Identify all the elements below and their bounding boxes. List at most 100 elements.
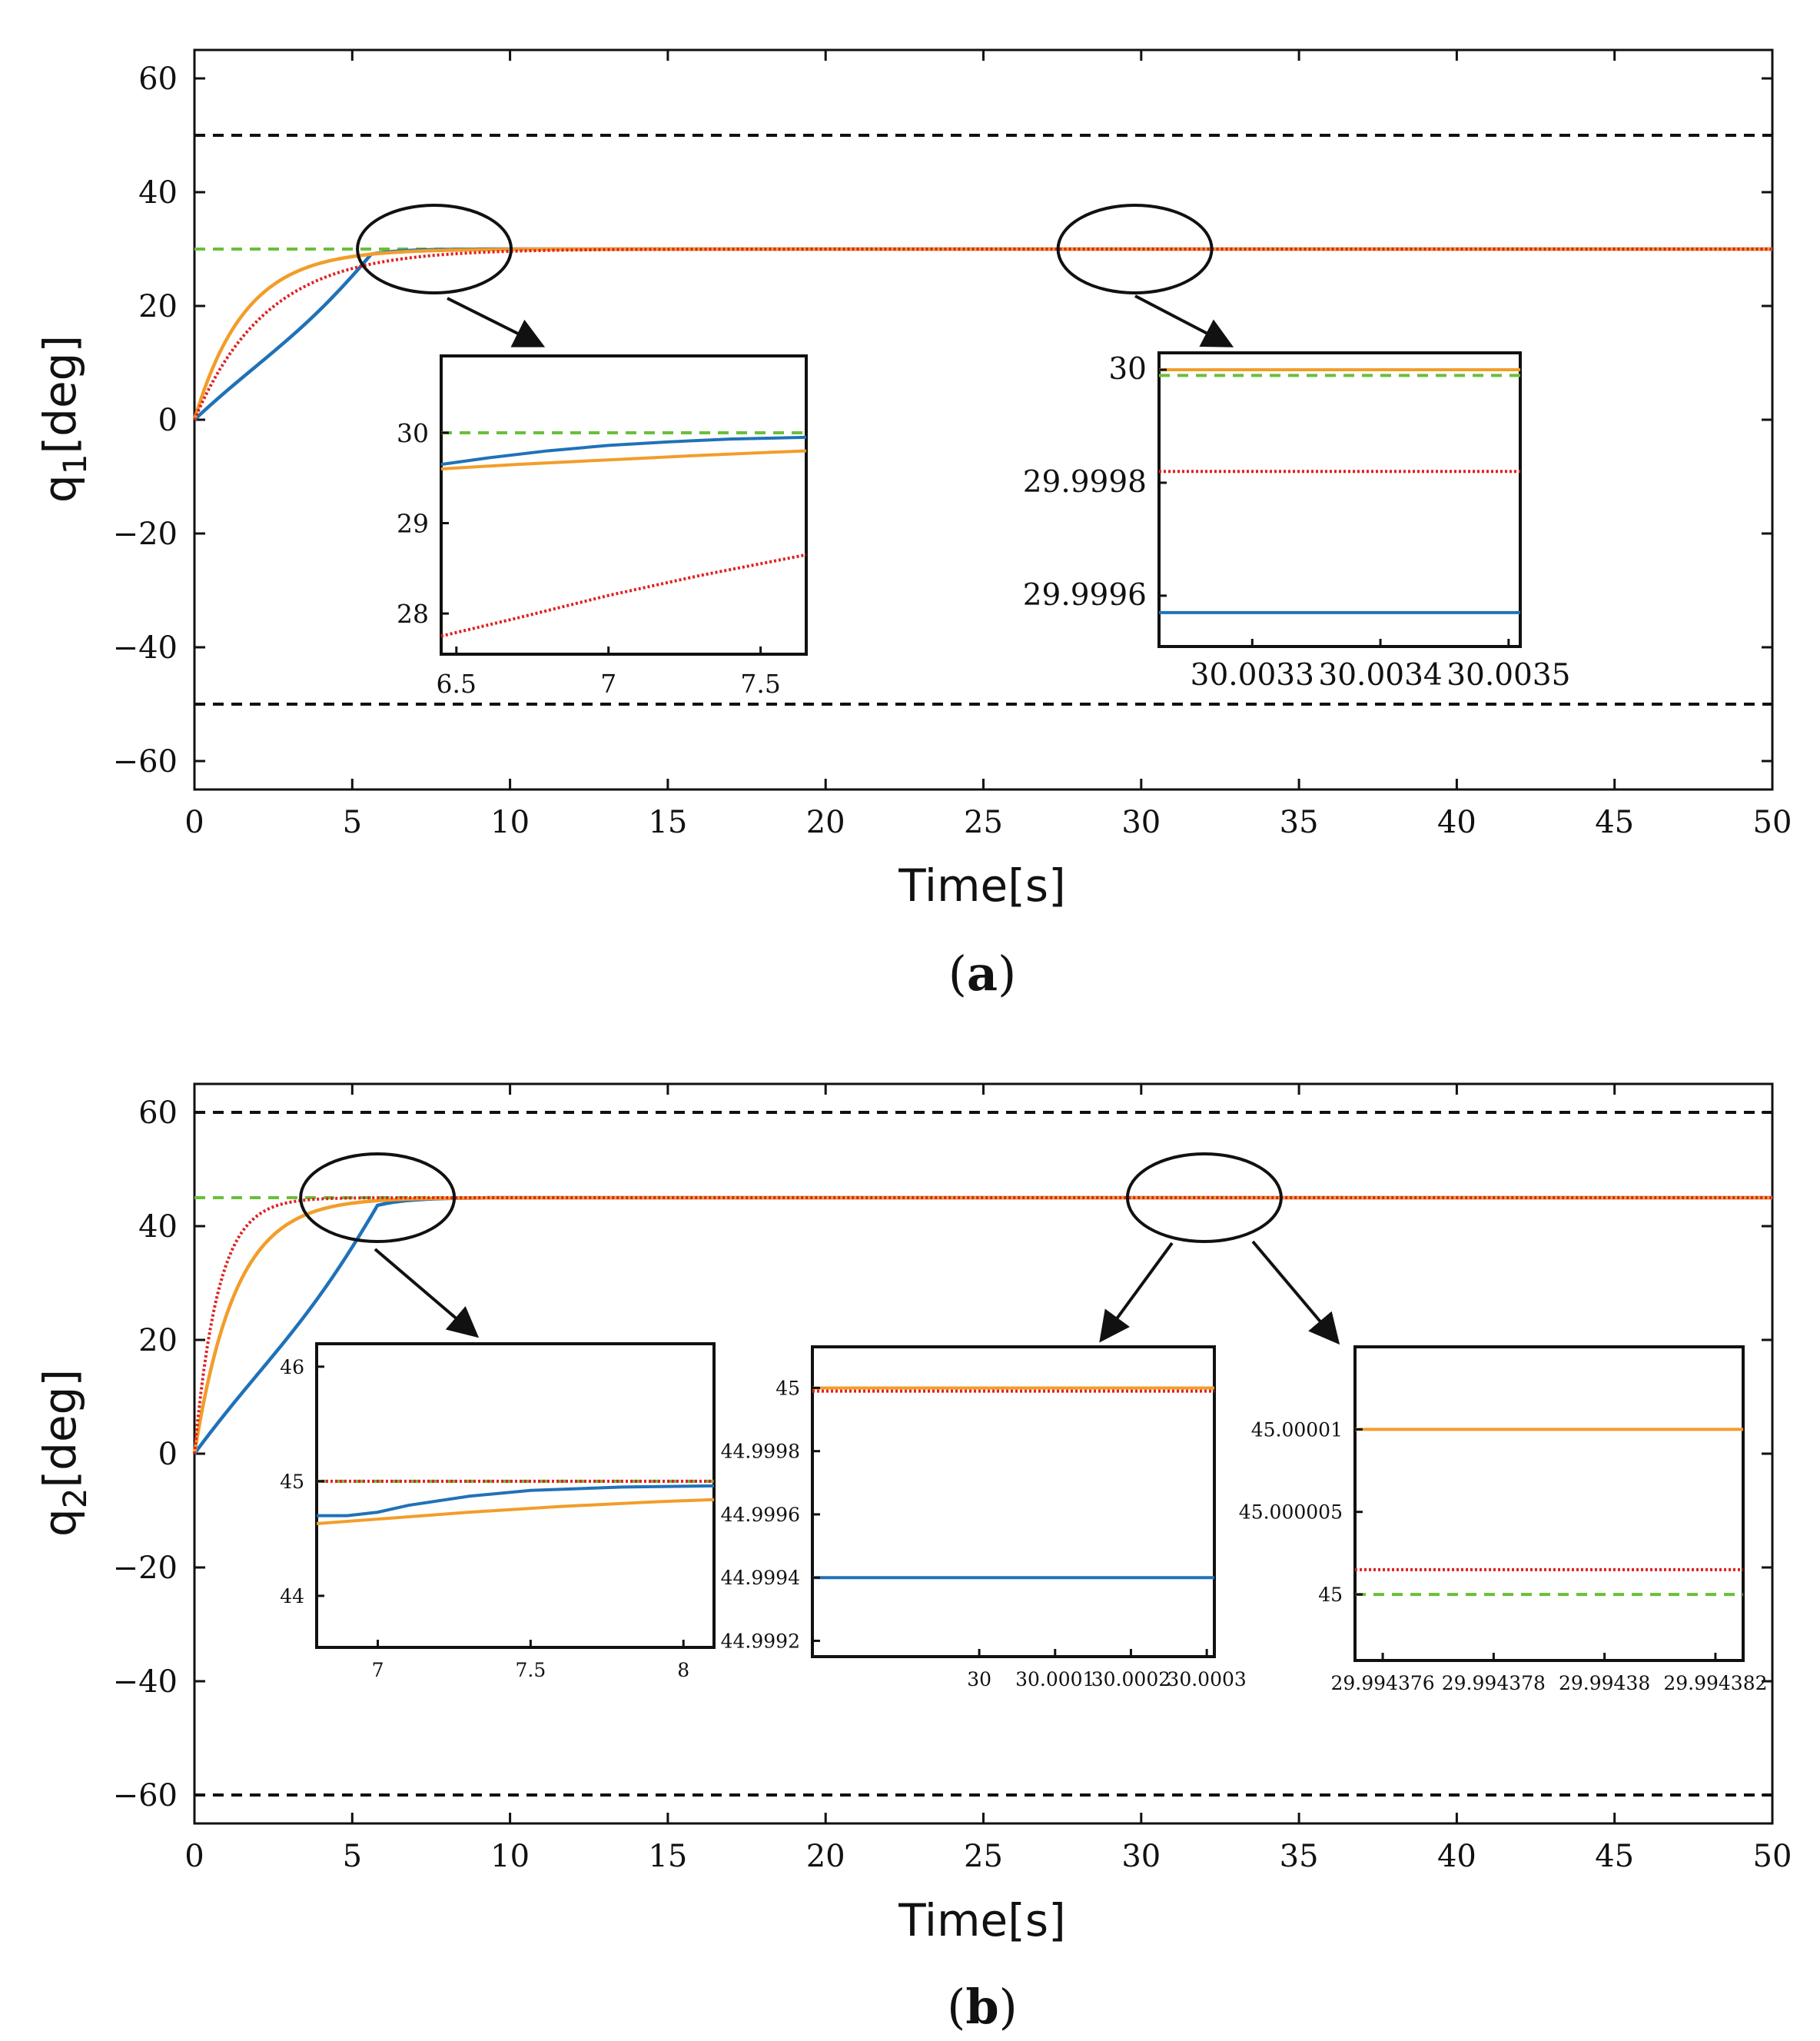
inset-x-tick-label: 7	[372, 1659, 384, 1681]
x-tick-label: 0	[184, 1839, 204, 1874]
x-tick-label: 5	[343, 805, 362, 840]
zoom-arrow	[447, 297, 546, 347]
inset-x-tick-label: 30	[967, 1668, 991, 1690]
x-tick-label: 25	[964, 1839, 1003, 1874]
inset-y-tick-label: 45	[775, 1377, 800, 1399]
x-tick-label: 45	[1595, 805, 1634, 840]
zoom-arrow	[374, 1248, 480, 1338]
inset-x-tick-label: 30.0033	[1191, 658, 1314, 693]
y-tick-label: −20	[113, 1551, 178, 1586]
inset-y-tick-label: 30	[397, 418, 429, 448]
inset-x-tick-label: 7.5	[516, 1659, 546, 1681]
inset-series-orange	[440, 449, 807, 470]
inset-y-tick-label: 44.9996	[721, 1504, 800, 1526]
inset-x-tick-label: 29.994378	[1442, 1672, 1546, 1694]
series-red	[193, 248, 1772, 420]
zoom-arrow	[1099, 1242, 1174, 1343]
inset-y-tick-label: 44.9998	[721, 1441, 800, 1463]
x-tick-label: 35	[1280, 805, 1319, 840]
inset-x-tick-label: 29.99438	[1559, 1672, 1650, 1694]
inset-x-tick-label: 30.0003	[1167, 1668, 1246, 1690]
inset-series-blue	[440, 435, 807, 467]
inset-series-red	[440, 553, 807, 638]
inset-y-tick-label: 44.9994	[721, 1567, 800, 1589]
inset-x-tick-label: 30.0001	[1015, 1668, 1094, 1690]
panel-a-inset-2: 30.0033 30.0034 30.0035 30 29.9998 29.9996	[1023, 351, 1570, 693]
panel-b-caption: (b)	[947, 1979, 1018, 2035]
panel-a-inset-1: 6.5 7 7.5 30 29 28	[397, 354, 808, 699]
inset-y-tick-label: 29	[397, 509, 429, 539]
panel-a-zoom-ellipses	[356, 204, 1214, 294]
series-red	[193, 1196, 1772, 1454]
y-tick-label: −60	[113, 744, 178, 780]
zoom-ellipse	[299, 1152, 457, 1243]
inset-series-orange	[316, 1498, 715, 1526]
x-tick-label: 10	[490, 1839, 530, 1874]
x-tick-label: 5	[343, 1839, 362, 1874]
inset-y-tick-label: 29.9998	[1023, 465, 1147, 500]
inset-x-tick-label: 8	[677, 1659, 689, 1681]
inset-frame	[811, 1345, 1216, 1658]
zoom-ellipse	[356, 204, 513, 294]
y-tick-label: 40	[138, 175, 178, 211]
y-tick-label: 20	[138, 1323, 178, 1358]
inset-x-tick-label: 30.0034	[1318, 658, 1442, 693]
x-tick-label: 20	[806, 1839, 845, 1874]
x-tick-label: 15	[648, 1839, 687, 1874]
x-tick-label: 40	[1437, 1839, 1476, 1874]
series-blue	[193, 247, 1772, 421]
panel-a-caption: (a)	[948, 946, 1017, 1002]
y-tick-label: 60	[138, 1095, 178, 1131]
panel-b-zoom-ellipses	[299, 1152, 1283, 1243]
x-tick-label: 0	[184, 805, 204, 840]
x-tick-label: 20	[806, 805, 845, 840]
panel-b-xlabel: Time[s]	[898, 1894, 1065, 1946]
x-tick-label: 15	[648, 805, 687, 840]
panel-b-inset-1: 7 7.5 8 46 45 44	[280, 1342, 716, 1681]
y-tick-label: −40	[113, 630, 178, 666]
x-tick-label: 40	[1437, 805, 1476, 840]
y-tick-label: 0	[158, 403, 178, 438]
panel-a: 0 5 10 15 20 25 30 35 40 45 50 60 40 20 0 −20 −40 −60 6.5…	[34, 48, 1792, 1002]
panel-a-ylabel: q1[deg]	[34, 335, 94, 503]
panel-b-ylabel: q2[deg]	[34, 1369, 94, 1537]
y-tick-label: −60	[113, 1778, 178, 1813]
panel-b: 0 5 10 15 20 25 30 35 40 45 50 60 40 20 0 −20 −40 −60 7 7.…	[34, 1082, 1792, 2035]
inset-x-tick-label: 29.994382	[1663, 1672, 1767, 1694]
panel-a-zoom-arrows	[447, 294, 1234, 347]
x-tick-label: 10	[490, 805, 530, 840]
zoom-arrow	[1251, 1240, 1340, 1345]
inset-y-tick-label: 45	[1318, 1584, 1343, 1606]
inset-y-tick-label: 45.000005	[1239, 1501, 1343, 1524]
x-tick-label: 50	[1753, 1839, 1792, 1874]
panel-b-series	[192, 1111, 1772, 1797]
zoom-ellipse	[1125, 1152, 1283, 1243]
x-tick-label: 45	[1595, 1839, 1634, 1874]
y-tick-label: 0	[158, 1437, 178, 1472]
y-tick-label: 40	[138, 1209, 178, 1245]
inset-x-tick-label: 7	[600, 669, 616, 699]
inset-y-tick-label: 28	[397, 599, 429, 629]
inset-y-tick-label: 45.00001	[1251, 1418, 1343, 1441]
inset-x-tick-label: 30.0035	[1446, 658, 1570, 693]
inset-y-tick-label: 44.9992	[721, 1630, 800, 1652]
inset-series-blue	[317, 1484, 715, 1517]
y-tick-label: 20	[138, 289, 178, 324]
panel-b-zoom-arrows	[374, 1240, 1340, 1345]
inset-frame	[440, 354, 808, 656]
inset-x-tick-label: 30.0002	[1091, 1668, 1171, 1690]
series-orange	[192, 247, 1772, 420]
inset-y-tick-label: 30	[1108, 352, 1147, 387]
panel-a-xlabel: Time[s]	[898, 859, 1065, 912]
panel-b-inset-3: 29.994376 29.994378 29.99438 29.994382 45.00…	[1239, 1345, 1768, 1694]
inset-frame	[315, 1342, 716, 1649]
inset-frame	[1353, 1345, 1745, 1662]
inset-y-tick-label: 44	[280, 1585, 304, 1607]
x-tick-label: 30	[1121, 1839, 1161, 1874]
x-tick-label: 50	[1753, 805, 1792, 840]
inset-y-tick-label: 29.9996	[1023, 578, 1147, 613]
x-tick-label: 25	[964, 805, 1003, 840]
panel-a-series	[192, 134, 1772, 706]
